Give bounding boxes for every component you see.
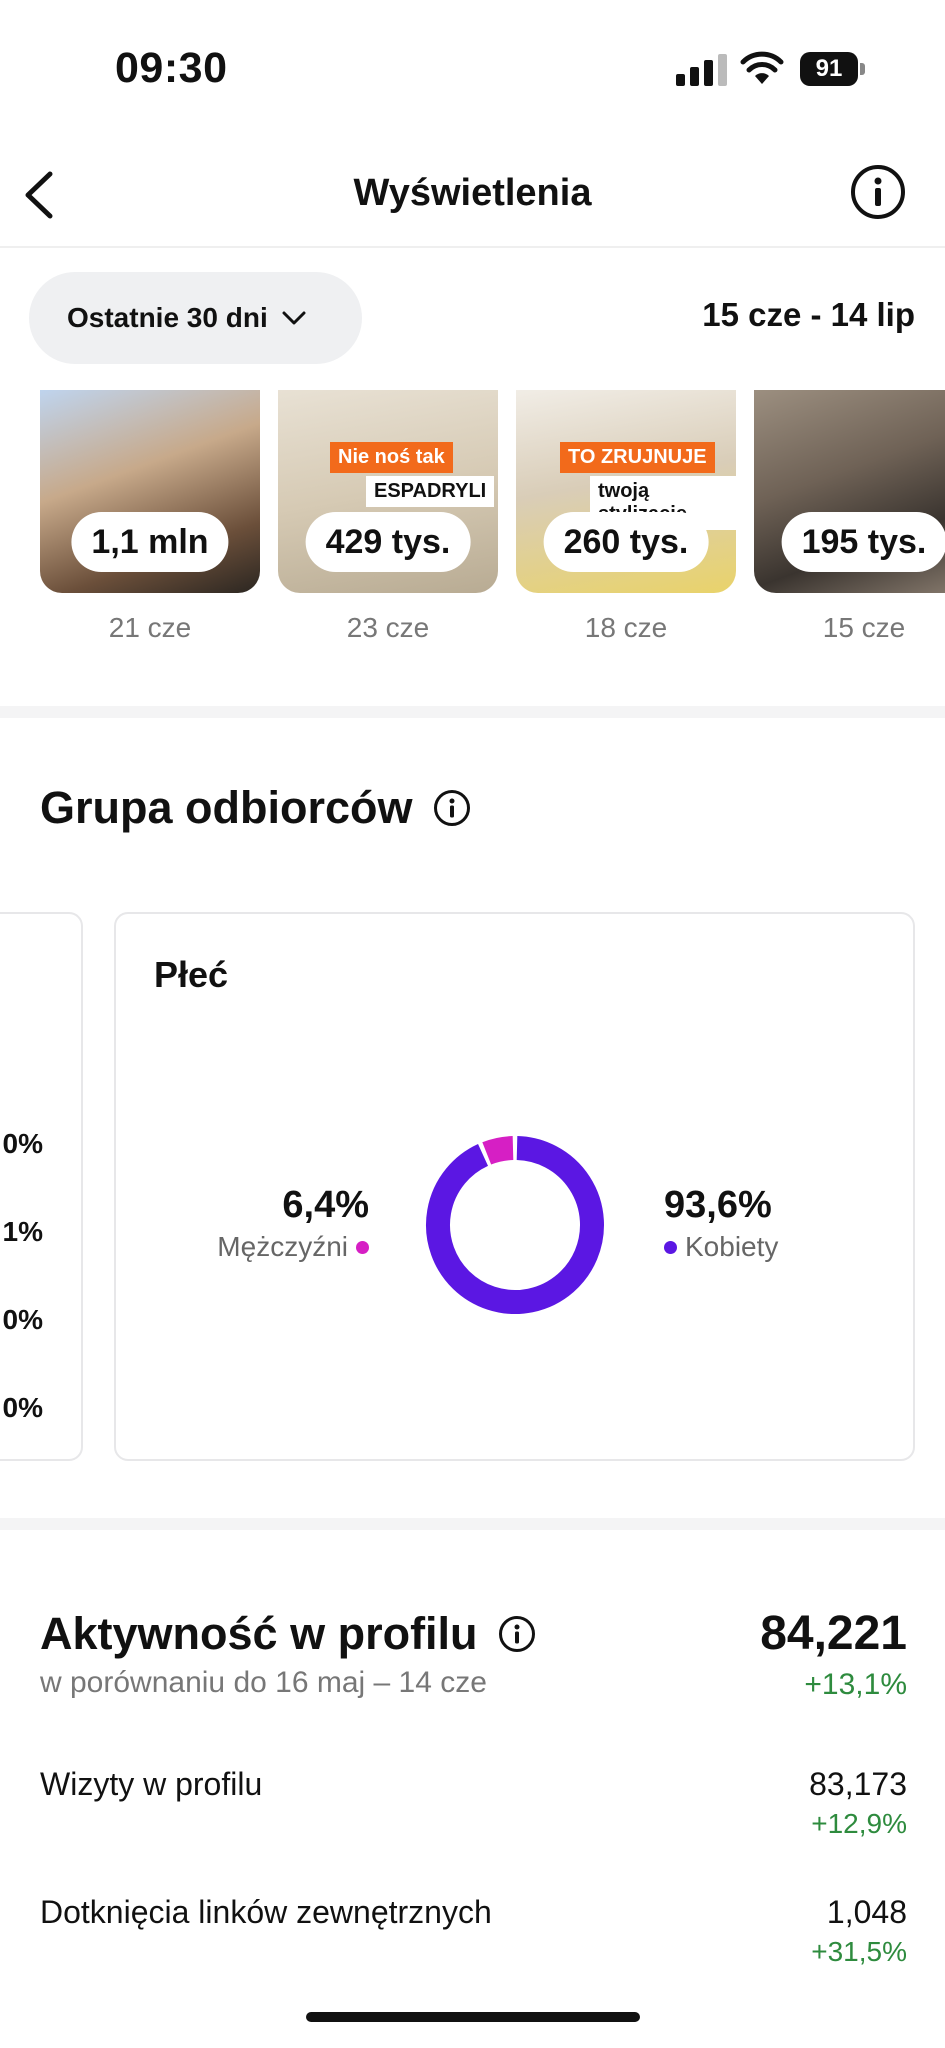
female-legend: 93,6% Kobiety — [664, 1184, 778, 1263]
audience-card-partial[interactable]: 0% 1% 0% 0% — [0, 912, 83, 1461]
profile-visits-value: 83,173 — [809, 1766, 907, 1802]
male-color-dot — [356, 1240, 369, 1254]
thumbnail-date: 15 cze — [822, 612, 906, 643]
link-taps-change: +31,5% — [811, 1936, 907, 1967]
thumbnail-date: 23 cze — [346, 612, 430, 643]
link-taps-value: 1,048 — [826, 1894, 907, 1930]
gender-donut-chart — [426, 1136, 604, 1314]
profile-activity-change: +13,1% — [804, 1668, 907, 1701]
female-percent: 93,6% — [664, 1184, 772, 1226]
wifi-icon — [740, 51, 784, 84]
date-filter-button[interactable]: Ostatnie 30 dni — [29, 272, 362, 364]
status-bar: 09:30 91 — [0, 0, 945, 140]
info-icon[interactable] — [498, 1615, 536, 1653]
thumbnail-caption: Nie noś tak — [330, 442, 453, 473]
home-indicator[interactable] — [306, 2012, 640, 2022]
content-thumbnail[interactable]: Nie noś tak ESPADRYLI 429 tys. — [278, 390, 498, 593]
chevron-down-icon — [282, 311, 306, 325]
audience-percent: 0% — [2, 1392, 43, 1423]
battery-cap — [860, 63, 865, 75]
profile-activity-total: 84,221 — [760, 1607, 907, 1660]
section-divider — [0, 706, 945, 718]
date-range: 15 cze - 14 lip — [702, 296, 915, 333]
profile-activity-comparison: w porównaniu do 16 maj – 14 cze — [40, 1666, 487, 1699]
male-label-row: Mężczyźni — [217, 1231, 369, 1263]
male-legend: 6,4% Mężczyźni — [217, 1184, 369, 1263]
profile-activity-title: Aktywność w profilu — [40, 1608, 536, 1660]
link-taps-label: Dotknięcia linków zewnętrznych — [40, 1894, 492, 1930]
info-icon[interactable] — [850, 164, 906, 220]
audience-percent: 0% — [2, 1128, 43, 1159]
audience-section-title: Grupa odbiorców — [40, 782, 471, 834]
cellular-signal-icon — [676, 54, 727, 86]
female-color-dot — [664, 1240, 677, 1254]
top-content-carousel[interactable]: 1,1 mln 21 cze Nie noś tak ESPADRYLI 429… — [0, 390, 945, 660]
content-thumbnail[interactable]: 1,1 mln — [40, 390, 260, 593]
views-pill: 195 tys. — [781, 512, 945, 572]
chevron-left-icon[interactable] — [18, 170, 62, 220]
female-arc — [426, 1136, 604, 1314]
nav-bar: Wyświetlenia — [0, 140, 945, 248]
views-pill: 260 tys. — [543, 512, 709, 572]
thumbnail-caption: TO ZRUJNUJE — [560, 442, 715, 473]
male-label: Mężczyźni — [217, 1231, 348, 1262]
gender-card[interactable]: Płeć 6,4% Mężczyźni 93,6% Kobiety — [114, 912, 915, 1461]
views-pill: 1,1 mln — [71, 512, 229, 572]
content-thumbnail[interactable]: 195 tys. — [754, 390, 945, 593]
content-thumbnail[interactable]: TO ZRUJNUJE twoją stylizację 260 tys. — [516, 390, 736, 593]
audience-percent: 0% — [2, 1304, 43, 1335]
thumbnail-date: 18 cze — [584, 612, 668, 643]
female-label-row: Kobiety — [664, 1231, 778, 1263]
female-label: Kobiety — [685, 1231, 779, 1262]
battery-icon: 91 — [800, 52, 866, 86]
info-icon[interactable] — [433, 789, 471, 827]
audience-title-text: Grupa odbiorców — [40, 782, 413, 833]
gender-card-title: Płeć — [154, 954, 229, 995]
status-time: 09:30 — [115, 44, 228, 92]
battery-level: 91 — [800, 52, 858, 86]
male-percent: 6,4% — [282, 1184, 369, 1226]
section-divider — [0, 1518, 945, 1530]
profile-visits-label: Wizyty w profilu — [40, 1766, 263, 1802]
profile-visits-change: +12,9% — [811, 1808, 907, 1839]
views-pill: 429 tys. — [305, 512, 471, 572]
thumbnail-caption: ESPADRYLI — [366, 476, 495, 507]
audience-percent: 1% — [2, 1216, 43, 1247]
profile-activity-title-text: Aktywność w profilu — [40, 1608, 478, 1659]
male-arc — [482, 1136, 514, 1165]
date-filter-label: Ostatnie 30 dni — [67, 302, 268, 333]
page-title: Wyświetlenia — [353, 172, 592, 214]
thumbnail-date: 21 cze — [108, 612, 192, 643]
